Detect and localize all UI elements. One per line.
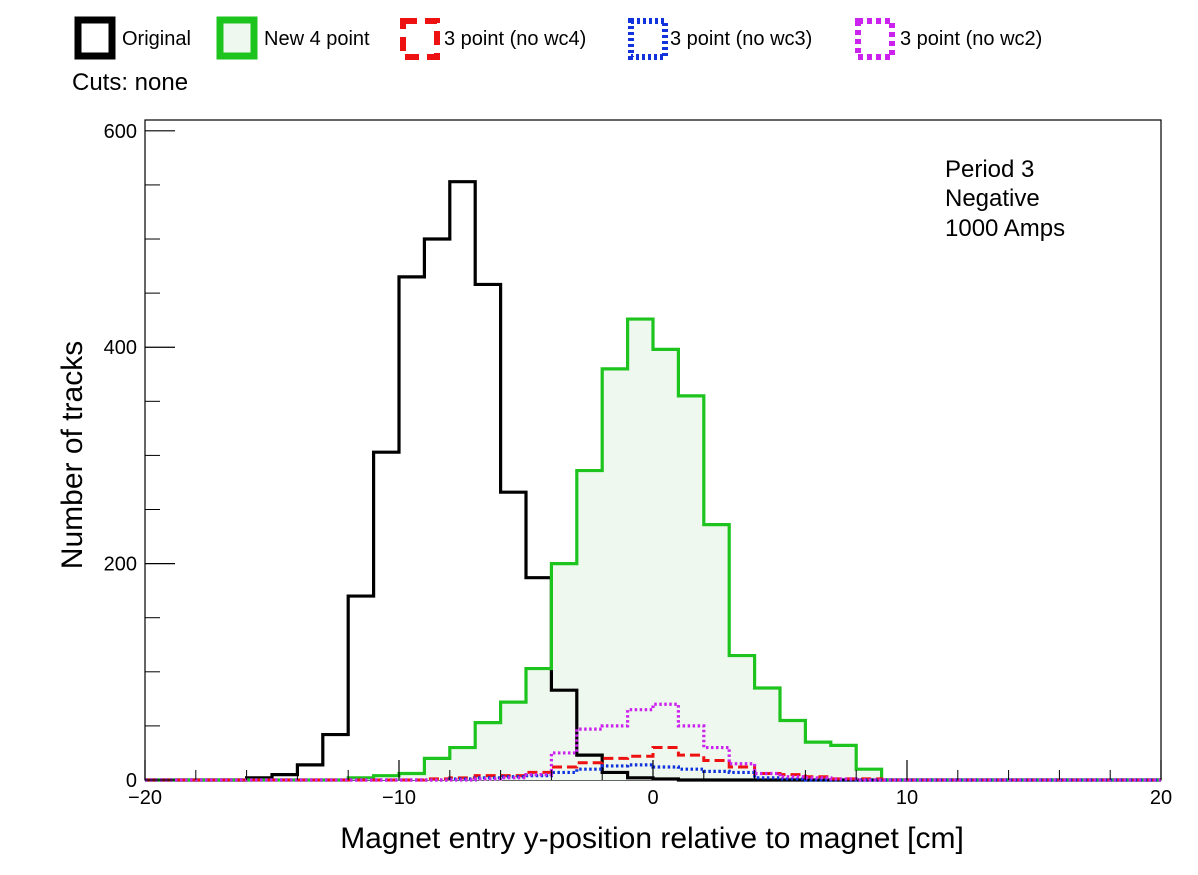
histogram-series-layer (145, 180, 1161, 782)
legend-label-original: Original (122, 28, 191, 50)
y-tick-label: 400 (104, 337, 137, 359)
legend: Original New 4 point 3 point (no wc4) 3 … (74, 16, 1042, 60)
legend-item-original: Original (74, 16, 191, 60)
legend-swatch-original (74, 16, 116, 60)
y-axis-title: Number of tracks (56, 341, 89, 569)
series-3-point-no-wc2 (145, 702, 1161, 782)
legend-swatch-no-wc3 (628, 18, 668, 60)
cuts-label: Cuts: none (72, 69, 188, 96)
legend-label-no-wc4: 3 point (no wc4) (444, 28, 586, 50)
legend-item-no-wc3: 3 point (no wc3) (628, 18, 812, 60)
legend-label-no-wc3: 3 point (no wc3) (670, 28, 812, 50)
x-tick-label: −10 (382, 787, 416, 809)
legend-label-new-4-point: New 4 point (264, 28, 370, 50)
legend-item-no-wc4: 3 point (no wc4) (400, 18, 586, 60)
legend-swatch-no-wc4 (400, 18, 440, 60)
y-tick-label: 200 (104, 554, 137, 576)
x-tick-label: −20 (128, 787, 162, 809)
x-tick-label: 10 (896, 787, 918, 809)
legend-item-no-wc2: 3 point (no wc2) (855, 18, 1042, 60)
series-fill-new-4-point (145, 319, 1161, 780)
legend-label-no-wc2: 3 point (no wc2) (900, 28, 1042, 50)
run-annotation: Period 3 Negative 1000 Amps (945, 156, 1065, 242)
series-line-3-point-no-wc2 (145, 702, 1161, 782)
annotation-period: Period 3 (945, 156, 1034, 183)
y-tick-label: 600 (104, 121, 137, 143)
legend-swatch-no-wc2 (855, 18, 895, 60)
legend-item-new-4-point: New 4 point (216, 16, 370, 60)
x-tick-label: 20 (1150, 787, 1172, 809)
legend-swatch-new-4-point (216, 16, 258, 60)
y-tick-label: 0 (126, 770, 137, 792)
series-line-3-point-no-wc3 (145, 763, 1161, 782)
annotation-current: 1000 Amps (945, 215, 1065, 242)
series-3-point-no-wc3 (145, 763, 1161, 782)
annotation-polarity: Negative (945, 185, 1040, 212)
x-tick-label: 0 (647, 787, 658, 809)
x-axis-title: Magnet entry y-position relative to magn… (340, 822, 964, 855)
